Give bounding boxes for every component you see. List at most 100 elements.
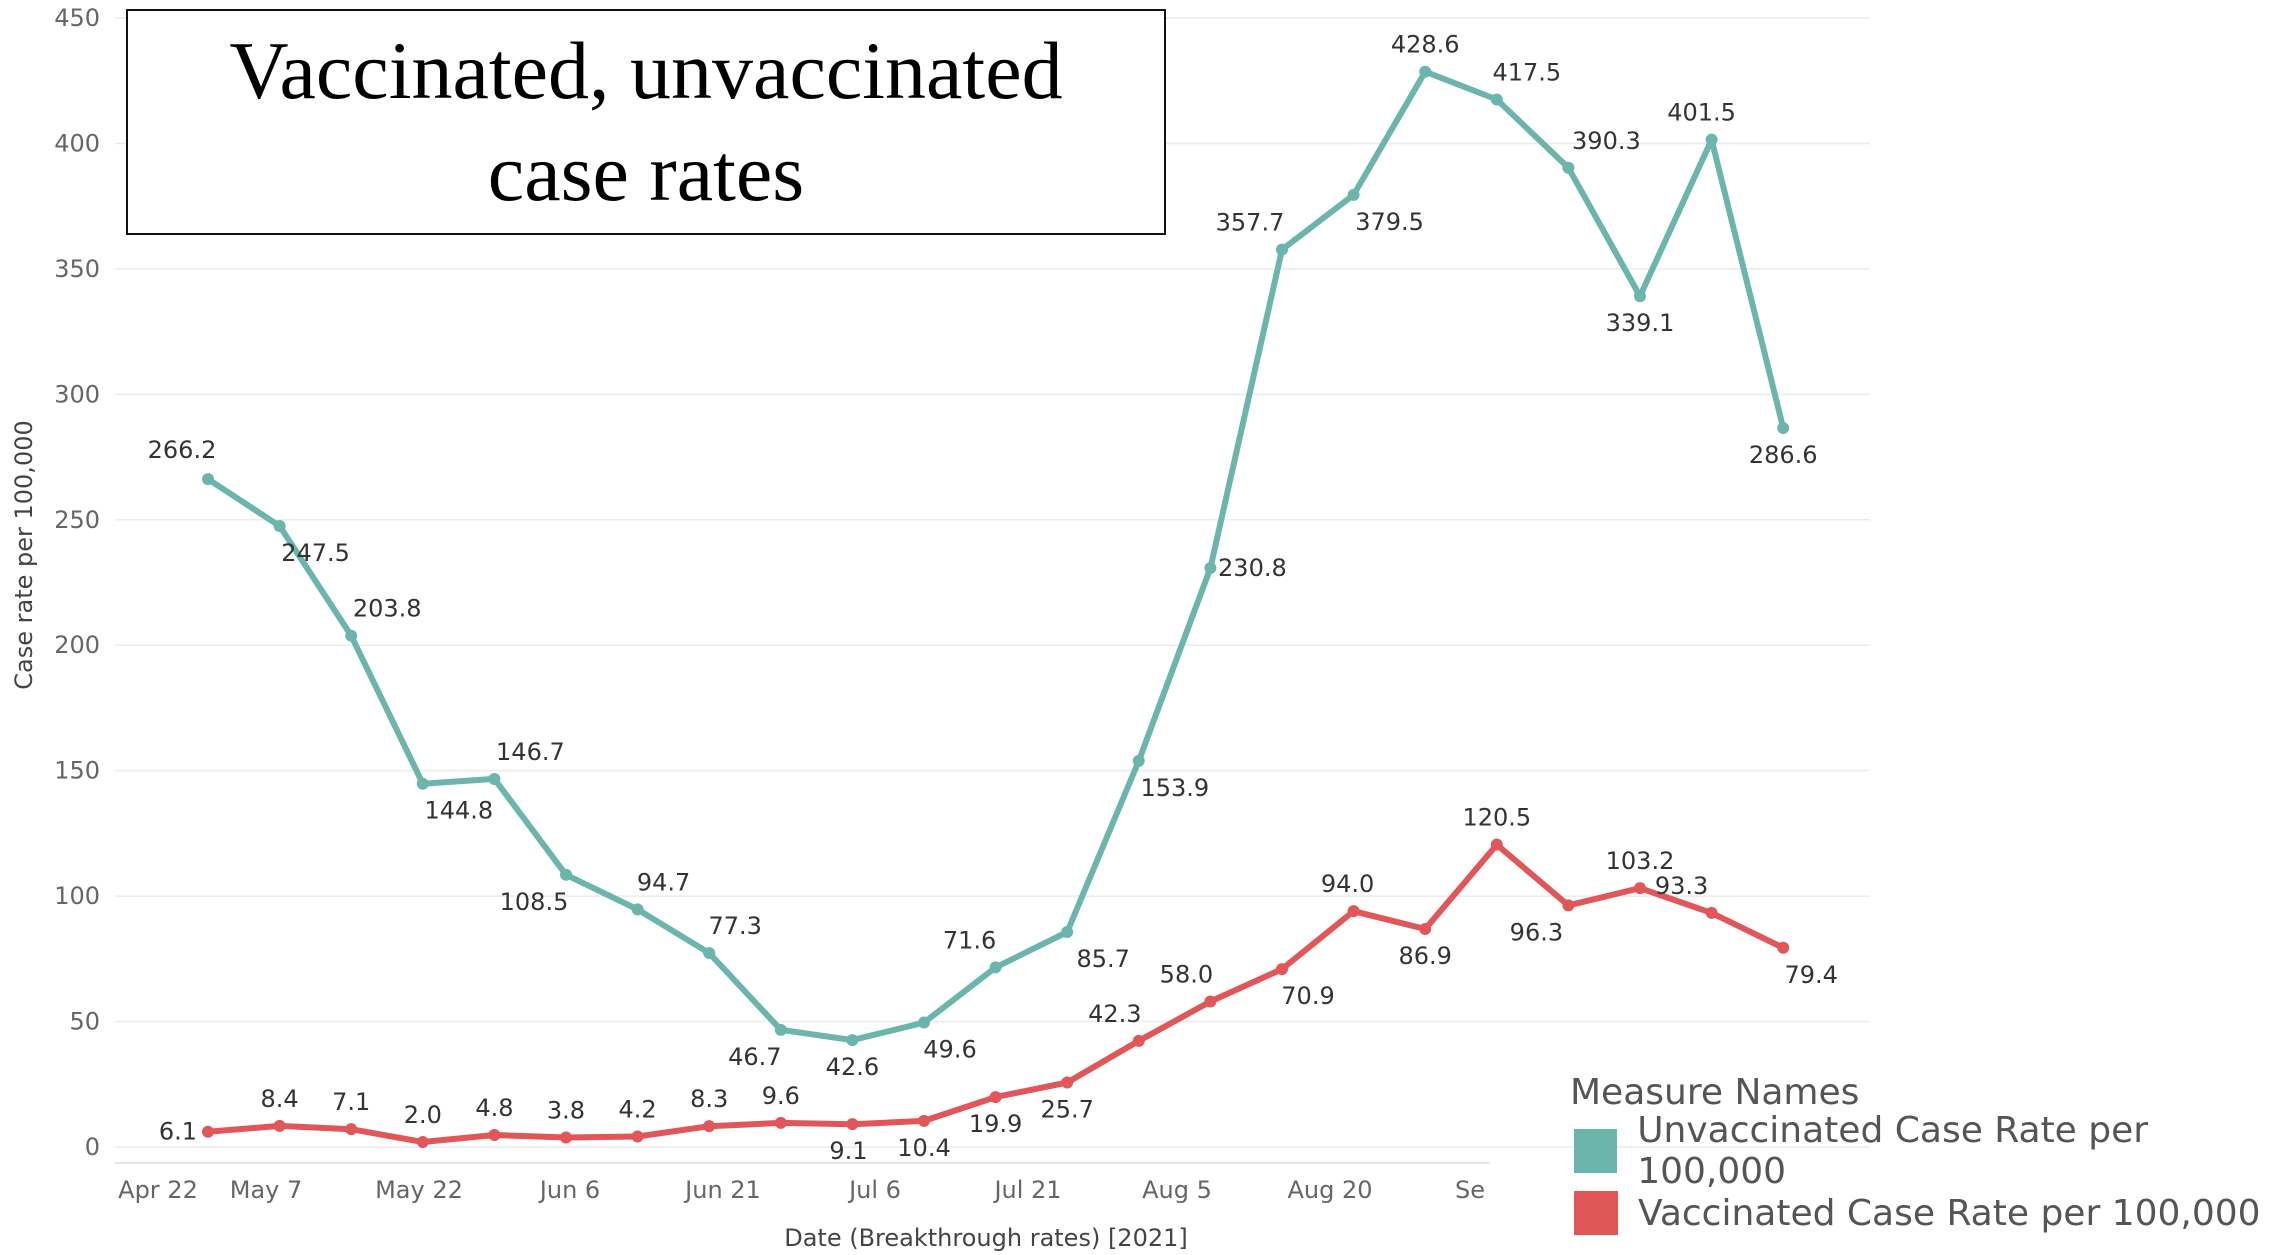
vaccinated-data-label: 8.4 xyxy=(261,1085,299,1113)
vaccinated-point[interactable] xyxy=(416,1135,429,1148)
unvaccinated-data-label: 401.5 xyxy=(1667,99,1736,127)
y-tick-label: 0 xyxy=(85,1133,100,1161)
y-tick-label: 350 xyxy=(54,255,100,283)
vaccinated-point[interactable] xyxy=(488,1128,501,1141)
x-tick-label: Jul 6 xyxy=(847,1176,901,1204)
unvaccinated-point[interactable] xyxy=(1347,188,1360,201)
legend-label-vaccinated: Vaccinated Case Rate per 100,000 xyxy=(1638,1192,2261,1234)
vaccinated-data-label: 7.1 xyxy=(332,1088,370,1116)
vaccinated-point[interactable] xyxy=(1777,941,1790,954)
unvaccinated-point[interactable] xyxy=(488,772,501,785)
unvaccinated-point[interactable] xyxy=(703,947,716,960)
unvaccinated-point[interactable] xyxy=(1562,161,1575,174)
y-tick-label: 200 xyxy=(54,631,100,659)
vaccinated-data-label: 8.3 xyxy=(690,1085,728,1113)
unvaccinated-data-label: 390.3 xyxy=(1572,127,1641,155)
vaccinated-point[interactable] xyxy=(1562,899,1575,912)
y-axis-title: Case rate per 100,000 xyxy=(10,420,38,689)
vaccinated-point[interactable] xyxy=(273,1119,286,1132)
unvaccinated-point[interactable] xyxy=(1419,65,1432,78)
legend-title: Measure Names xyxy=(1570,1072,1860,1113)
vaccinated-data-label: 94.0 xyxy=(1321,870,1374,898)
vaccinated-point[interactable] xyxy=(345,1123,358,1136)
vaccinated-point[interactable] xyxy=(989,1091,1002,1104)
unvaccinated-data-label: 49.6 xyxy=(923,1036,976,1064)
vaccinated-data-label: 103.2 xyxy=(1606,847,1675,875)
unvaccinated-point[interactable] xyxy=(1132,754,1145,767)
vaccinated-point[interactable] xyxy=(1705,906,1718,919)
x-tick-label: Jun 21 xyxy=(683,1176,761,1204)
unvaccinated-point[interactable] xyxy=(989,961,1002,974)
unvaccinated-data-label: 428.6 xyxy=(1391,31,1460,59)
unvaccinated-data-label: 46.7 xyxy=(728,1043,781,1071)
vaccinated-point[interactable] xyxy=(846,1118,859,1131)
vaccinated-point[interactable] xyxy=(1204,995,1217,1008)
unvaccinated-point[interactable] xyxy=(631,903,644,916)
vaccinated-data-label: 9.1 xyxy=(829,1137,867,1165)
vaccinated-data-label: 4.2 xyxy=(619,1095,657,1123)
vaccinated-point[interactable] xyxy=(560,1131,572,1144)
y-tick-label: 400 xyxy=(54,129,100,157)
vaccinated-data-label: 96.3 xyxy=(1510,918,1563,946)
x-axis-title: Date (Breakthrough rates) [2021] xyxy=(784,1224,1188,1252)
unvaccinated-point[interactable] xyxy=(1490,93,1503,106)
vaccinated-data-label: 120.5 xyxy=(1462,804,1531,832)
vaccinated-point[interactable] xyxy=(774,1116,787,1129)
unvaccinated-data-label: 42.6 xyxy=(826,1053,879,1081)
vaccinated-data-label: 9.6 xyxy=(762,1082,800,1110)
unvaccinated-data-label: 77.3 xyxy=(708,912,761,940)
vaccinated-data-label: 70.9 xyxy=(1281,982,1334,1010)
unvaccinated-point[interactable] xyxy=(1204,561,1217,574)
vaccinated-point[interactable] xyxy=(1347,905,1360,918)
unvaccinated-data-label: 146.7 xyxy=(496,738,565,766)
unvaccinated-point[interactable] xyxy=(273,520,286,533)
vaccinated-data-label: 3.8 xyxy=(547,1096,585,1124)
x-tick-label: Se xyxy=(1455,1176,1485,1204)
unvaccinated-point[interactable] xyxy=(416,777,429,790)
unvaccinated-data-label: 203.8 xyxy=(353,595,422,623)
unvaccinated-point[interactable] xyxy=(1777,421,1790,434)
unvaccinated-data-label: 94.7 xyxy=(637,868,690,896)
vaccinated-point[interactable] xyxy=(1490,838,1503,851)
unvaccinated-point[interactable] xyxy=(1061,925,1074,938)
x-tick-label: Aug 5 xyxy=(1142,1176,1212,1204)
vaccinated-data-label: 42.3 xyxy=(1088,1000,1141,1028)
chart-title-line-2: case rates xyxy=(487,127,805,218)
legend-item-vaccinated[interactable]: Vaccinated Case Rate per 100,000 xyxy=(1570,1189,2296,1237)
legend: Measure Names Unvaccinated Case Rate per… xyxy=(1570,1072,2296,1251)
vaccinated-point[interactable] xyxy=(631,1130,644,1143)
vaccinated-point[interactable] xyxy=(918,1114,930,1127)
unvaccinated-point[interactable] xyxy=(846,1034,859,1047)
unvaccinated-data-label: 85.7 xyxy=(1076,945,1129,973)
vaccinated-point[interactable] xyxy=(703,1120,716,1133)
unvaccinated-data-label: 339.1 xyxy=(1606,309,1675,337)
chart-title: Vaccinated, unvaccinated case rates xyxy=(126,9,1166,235)
unvaccinated-point[interactable] xyxy=(774,1023,787,1036)
vaccinated-point[interactable] xyxy=(1634,882,1646,895)
x-tick-label: Jun 6 xyxy=(538,1176,600,1204)
unvaccinated-point[interactable] xyxy=(1634,290,1646,303)
axes: 0 50 100 150 200 250 300 350 400 450 Apr 22 May 7 Ma… xyxy=(54,4,1490,1204)
unvaccinated-point[interactable] xyxy=(202,473,214,486)
unvaccinated-data-label: 266.2 xyxy=(148,436,217,464)
vaccinated-point[interactable] xyxy=(1061,1076,1074,1089)
unvaccinated-point[interactable] xyxy=(918,1016,930,1029)
y-tick-label: 300 xyxy=(54,380,100,408)
unvaccinated-data-label: 230.8 xyxy=(1218,554,1287,582)
legend-swatch-vaccinated xyxy=(1574,1191,1618,1235)
x-tick-label: Aug 20 xyxy=(1287,1176,1372,1204)
vaccinated-point[interactable] xyxy=(1419,922,1432,935)
vaccinated-point[interactable] xyxy=(202,1125,214,1138)
legend-item-unvaccinated[interactable]: Unvaccinated Case Rate per 100,000 xyxy=(1570,1110,2296,1192)
unvaccinated-point[interactable] xyxy=(1276,243,1288,256)
unvaccinated-point[interactable] xyxy=(560,868,572,881)
y-tick-label: 100 xyxy=(54,882,100,910)
series-lines xyxy=(202,65,1790,1148)
unvaccinated-point[interactable] xyxy=(345,629,358,642)
unvaccinated-point[interactable] xyxy=(1705,133,1718,146)
vaccinated-data-label: 4.8 xyxy=(475,1094,513,1122)
vaccinated-point[interactable] xyxy=(1132,1034,1145,1047)
vaccinated-point[interactable] xyxy=(1276,963,1288,976)
vaccinated-data-label: 25.7 xyxy=(1040,1096,1093,1124)
